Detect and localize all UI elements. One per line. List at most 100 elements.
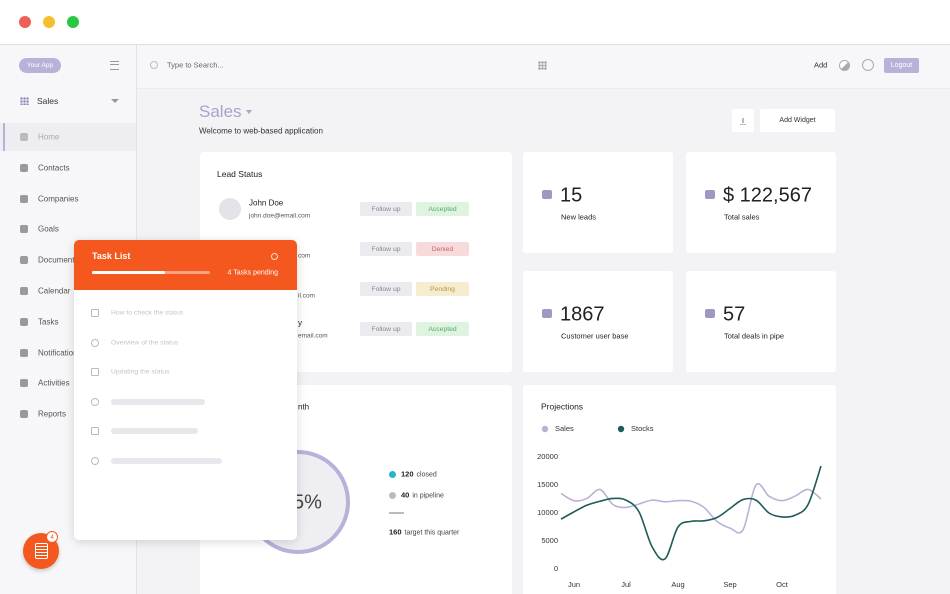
nav-icon: [20, 379, 28, 388]
stat-card: [686, 271, 836, 372]
lead-email: il.com: [298, 292, 315, 300]
pin-icon: [91, 309, 99, 317]
legend-value: 40: [401, 490, 410, 500]
nav-item[interactable]: Goals: [38, 224, 59, 234]
stat-value: 15: [560, 184, 583, 207]
page-subtitle: Welcome to web-based application: [199, 126, 323, 136]
legend-label: Stocks: [631, 424, 654, 433]
follow-up-button[interactable]: Follow up: [360, 202, 412, 216]
nav-icon: [20, 348, 28, 357]
stat-label: Total sales: [724, 212, 760, 222]
play-icon: [91, 397, 99, 406]
task-item[interactable]: Updating the status: [111, 368, 170, 376]
target-title: nth: [298, 402, 310, 412]
stat-card: [686, 152, 836, 253]
pin-icon: [91, 368, 99, 377]
nav-item[interactable]: Home: [38, 132, 60, 142]
legend-dash: [389, 512, 404, 514]
profile-icon[interactable]: [862, 59, 874, 71]
lead-status-badge: Accepted: [416, 202, 469, 216]
download-button[interactable]: [732, 109, 754, 132]
nav-item[interactable]: Activities: [38, 378, 70, 388]
lead-name: John Doe: [249, 198, 284, 208]
legend-label: Sales: [555, 424, 574, 433]
logout-button[interactable]: Logout: [884, 58, 919, 73]
lead-name: y: [298, 318, 302, 328]
stat-icon: [542, 309, 552, 318]
chart-title: Projections: [541, 401, 583, 411]
nav-icon: [20, 225, 28, 234]
play-icon: [91, 457, 99, 465]
minimize-button[interactable]: [43, 16, 55, 28]
nav-item[interactable]: Documents: [38, 255, 79, 265]
legend-marker: [541, 425, 549, 433]
apps-icon[interactable]: [538, 61, 547, 70]
lead-status-badge: Accepted: [416, 322, 469, 336]
stat-value: $ 122,567: [723, 184, 812, 207]
legend-marker: [617, 425, 625, 433]
nav-item[interactable]: Calendar: [38, 286, 71, 296]
legend-value: 160: [389, 527, 402, 537]
legend-dot: [389, 491, 396, 499]
nav-icon: [20, 287, 28, 295]
nav-icon: [20, 163, 28, 172]
stat-value: 1867: [560, 303, 605, 326]
section-caret[interactable]: [111, 99, 119, 103]
stat-value: 57: [723, 303, 746, 326]
task-list-title: Task List: [92, 251, 131, 261]
stat-icon: [705, 309, 715, 318]
nav-item[interactable]: Contacts: [38, 163, 70, 173]
maximize-button[interactable]: [67, 16, 79, 28]
nav-item[interactable]: Tasks: [38, 317, 59, 327]
line-series: [560, 465, 822, 561]
legend-row: 160 target this quarter: [389, 528, 459, 537]
stat-icon: [542, 190, 552, 199]
task-placeholder: [111, 398, 205, 405]
title-caret[interactable]: [246, 110, 252, 114]
nav-item[interactable]: Reports: [38, 409, 67, 419]
legend-value: 120: [401, 469, 414, 479]
task-list-status-icon[interactable]: [271, 253, 278, 260]
task-badge: 4: [46, 531, 58, 543]
y-tick-label: 20000: [537, 452, 558, 461]
stat-icon: [705, 190, 715, 199]
title-bar: [0, 0, 950, 45]
x-tick-label: Jun: [568, 580, 580, 589]
app-logo[interactable]: Your App: [19, 58, 61, 73]
projections-card: [523, 385, 836, 594]
menu-toggle[interactable]: [110, 61, 119, 70]
follow-up-button[interactable]: Follow up: [360, 282, 412, 296]
nav-item[interactable]: Notifications: [38, 348, 82, 358]
header-bar: Type to Search... Add Logout: [137, 45, 950, 89]
legend-label: closed: [416, 471, 437, 479]
theme-toggle[interactable]: [839, 60, 850, 71]
legend-row: 120 closed: [401, 470, 437, 479]
lead-email: john.doe@email.com: [249, 212, 311, 220]
nav-item[interactable]: Companies: [38, 194, 79, 204]
section-icon: [20, 97, 29, 105]
task-item[interactable]: Overview of the status: [111, 339, 179, 347]
add-widget-button[interactable]: Add Widget: [760, 109, 835, 132]
task-list-panel: Task List 4 Tasks pending How to check t…: [74, 240, 297, 540]
task-list-header: [74, 240, 297, 290]
task-placeholder: [111, 428, 198, 435]
legend-label: target this quarter: [404, 529, 460, 537]
search-icon: [150, 61, 158, 69]
task-item[interactable]: How to check the status: [111, 309, 184, 317]
add-button[interactable]: Add: [814, 60, 828, 70]
lead-status-badge: Pending: [416, 282, 469, 296]
follow-up-button[interactable]: Follow up: [360, 322, 412, 336]
projections-chart: Projections 0 5000 10000 15000 20000 Jun Jul Au…: [537, 401, 822, 589]
close-button[interactable]: [19, 16, 31, 28]
task-placeholder: [111, 458, 222, 464]
stat-label: Total deals in pipe: [724, 331, 785, 341]
nav-icon: [20, 133, 28, 141]
page-title: Sales: [199, 102, 242, 121]
section-selector[interactable]: Sales: [37, 96, 59, 106]
y-tick-label: 10000: [537, 508, 558, 517]
search-input[interactable]: Type to Search...: [167, 60, 224, 70]
nav-icon: [20, 410, 28, 419]
card-title: Lead Status: [217, 169, 263, 179]
follow-up-button[interactable]: Follow up: [360, 242, 412, 256]
